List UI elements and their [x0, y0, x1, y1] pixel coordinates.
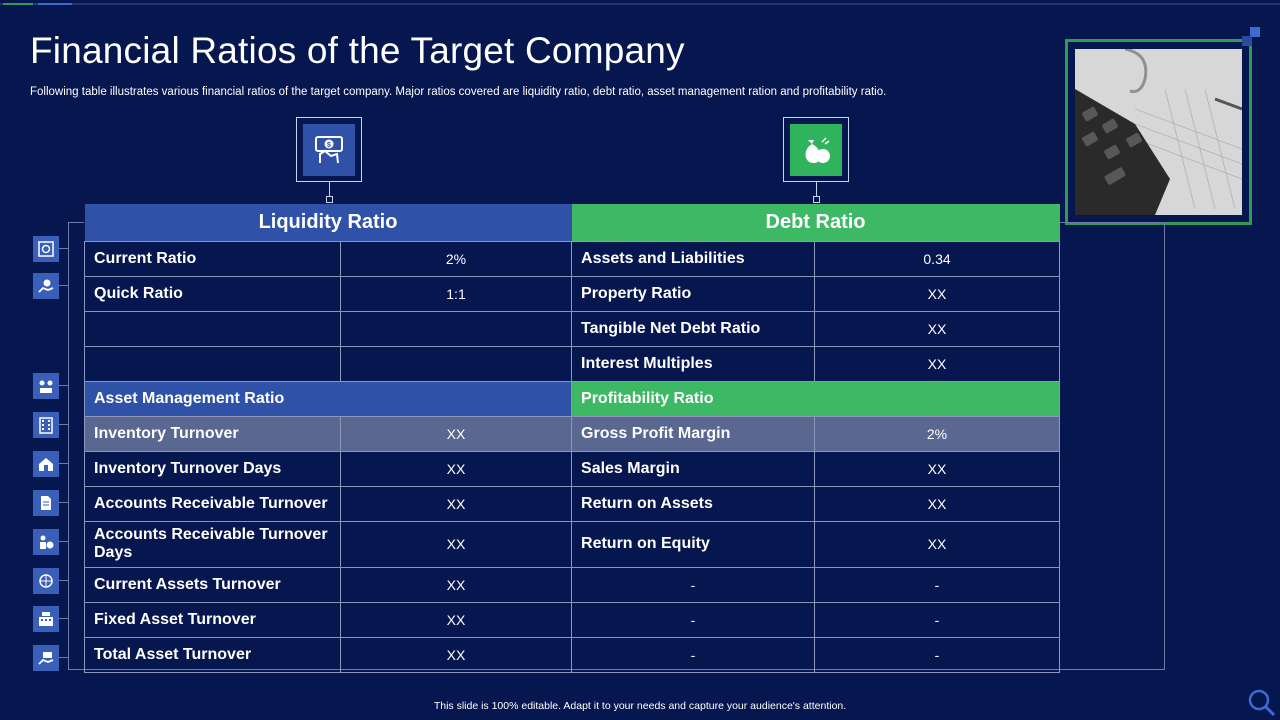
profit-value: - — [814, 566, 1061, 603]
debt-label: Assets and Liabilities — [571, 240, 816, 277]
search-icon[interactable] — [1247, 688, 1275, 716]
money-hand-icon: $ — [315, 135, 343, 163]
asset-label: Inventory Turnover — [84, 415, 341, 452]
corner-square — [1250, 27, 1260, 37]
profit-label: - — [571, 636, 816, 673]
table-row: Current Ratio 2% Assets and Liabilities … — [84, 240, 1061, 277]
safe-icon — [33, 236, 69, 262]
table-row: Quick Ratio 1:1 Property Ratio XX — [84, 275, 1061, 312]
debt-value: 0.34 — [814, 240, 1061, 277]
calculator-photo-icon — [1075, 49, 1242, 215]
debt-value: XX — [814, 345, 1061, 382]
profit-value: - — [814, 636, 1061, 673]
debt-value: XX — [814, 275, 1061, 312]
profit-value: 2% — [814, 415, 1061, 452]
profit-label: Return on Assets — [571, 485, 816, 522]
asset-value: XX — [339, 485, 573, 522]
liquidity-header-icon: $ — [296, 117, 362, 203]
building-icon — [33, 412, 69, 438]
liquidity-value — [339, 310, 573, 347]
profit-label: - — [571, 601, 816, 638]
team-money-icon — [33, 373, 69, 399]
left-bracket-line — [68, 222, 69, 670]
globe-money-icon — [33, 568, 69, 594]
footer-note: This slide is 100% editable. Adapt it to… — [433, 700, 847, 712]
asset-value: XX — [339, 415, 573, 452]
table-section-row: Asset Management Ratio Profitability Rat… — [83, 380, 1061, 417]
liquidity-label: Current Ratio — [84, 240, 341, 277]
table-row: Total Asset Turnover XX - - — [84, 636, 1061, 673]
left-bracket-top — [68, 222, 84, 223]
right-bracket-top — [1059, 222, 1165, 223]
profit-value: XX — [814, 450, 1061, 487]
asset-label: Current Assets Turnover — [84, 566, 341, 603]
table-header-row: Liquidity Ratio Debt Ratio — [84, 204, 1060, 241]
table-row: Interest Multiples XX — [84, 345, 1061, 382]
table-row: Fixed Asset Turnover XX - - — [84, 601, 1061, 638]
liquidity-value — [339, 345, 573, 382]
asset-value: XX — [339, 601, 573, 638]
debt-header-icon — [783, 117, 849, 203]
calculator-photo-frame — [1065, 39, 1252, 225]
asset-label: Accounts Receivable Turnover — [84, 485, 341, 522]
asset-label: Total Asset Turnover — [84, 636, 341, 673]
svg-text:$: $ — [327, 142, 331, 149]
table-row: Tangible Net Debt Ratio XX — [84, 310, 1061, 347]
debt-ratio-header: Debt Ratio — [571, 204, 1060, 241]
liquidity-value: 2% — [339, 240, 573, 277]
asset-value: XX — [339, 566, 573, 603]
hand-coin-icon — [33, 273, 69, 299]
profitability-header: Profitability Ratio — [571, 380, 1061, 417]
table-row: Accounts Receivable Turnover Days XX Ret… — [84, 520, 1061, 568]
liquidity-label — [84, 310, 341, 347]
page-subtitle: Following table illustrates various fina… — [30, 86, 887, 98]
profit-label: - — [571, 566, 816, 603]
asset-value: XX — [339, 520, 573, 568]
hand-money-icon — [33, 645, 69, 671]
asset-value: XX — [339, 636, 573, 673]
document-icon — [33, 490, 69, 516]
corner-square — [1242, 36, 1252, 46]
liquidity-ratio-header: Liquidity Ratio — [84, 204, 572, 241]
asset-label: Inventory Turnover Days — [84, 450, 341, 487]
liquidity-label: Quick Ratio — [84, 275, 341, 312]
table-row: Current Assets Turnover XX - - — [84, 566, 1061, 603]
coins-people-icon — [33, 529, 69, 555]
profit-label: Sales Margin — [571, 450, 816, 487]
money-bag-icon — [805, 136, 830, 163]
debt-label: Interest Multiples — [571, 345, 816, 382]
asset-value: XX — [339, 450, 573, 487]
top-rule — [0, 3, 1280, 5]
debt-value: XX — [814, 310, 1061, 347]
profit-label: Return on Equity — [571, 520, 816, 568]
page-title: Financial Ratios of the Target Company — [30, 30, 685, 71]
profit-label: Gross Profit Margin — [571, 415, 816, 452]
asset-label: Accounts Receivable Turnover Days — [84, 520, 341, 568]
house-icon — [33, 451, 69, 477]
table-row: Accounts Receivable Turnover XX Return o… — [84, 485, 1061, 522]
debt-label: Property Ratio — [571, 275, 816, 312]
profit-value: XX — [814, 520, 1061, 568]
profit-value: - — [814, 601, 1061, 638]
financial-ratios-table: Liquidity Ratio Debt Ratio Current Ratio… — [83, 204, 1061, 673]
profit-value: XX — [814, 485, 1061, 522]
asset-management-header: Asset Management Ratio — [83, 380, 573, 417]
asset-label: Fixed Asset Turnover — [84, 601, 341, 638]
table-row-highlight: Inventory Turnover XX Gross Profit Margi… — [84, 415, 1061, 452]
right-bracket-line — [1164, 222, 1165, 670]
liquidity-value: 1:1 — [339, 275, 573, 312]
table-row: Inventory Turnover Days XX Sales Margin … — [84, 450, 1061, 487]
cash-register-icon — [33, 606, 69, 632]
debt-label: Tangible Net Debt Ratio — [571, 310, 816, 347]
liquidity-label — [84, 345, 341, 382]
